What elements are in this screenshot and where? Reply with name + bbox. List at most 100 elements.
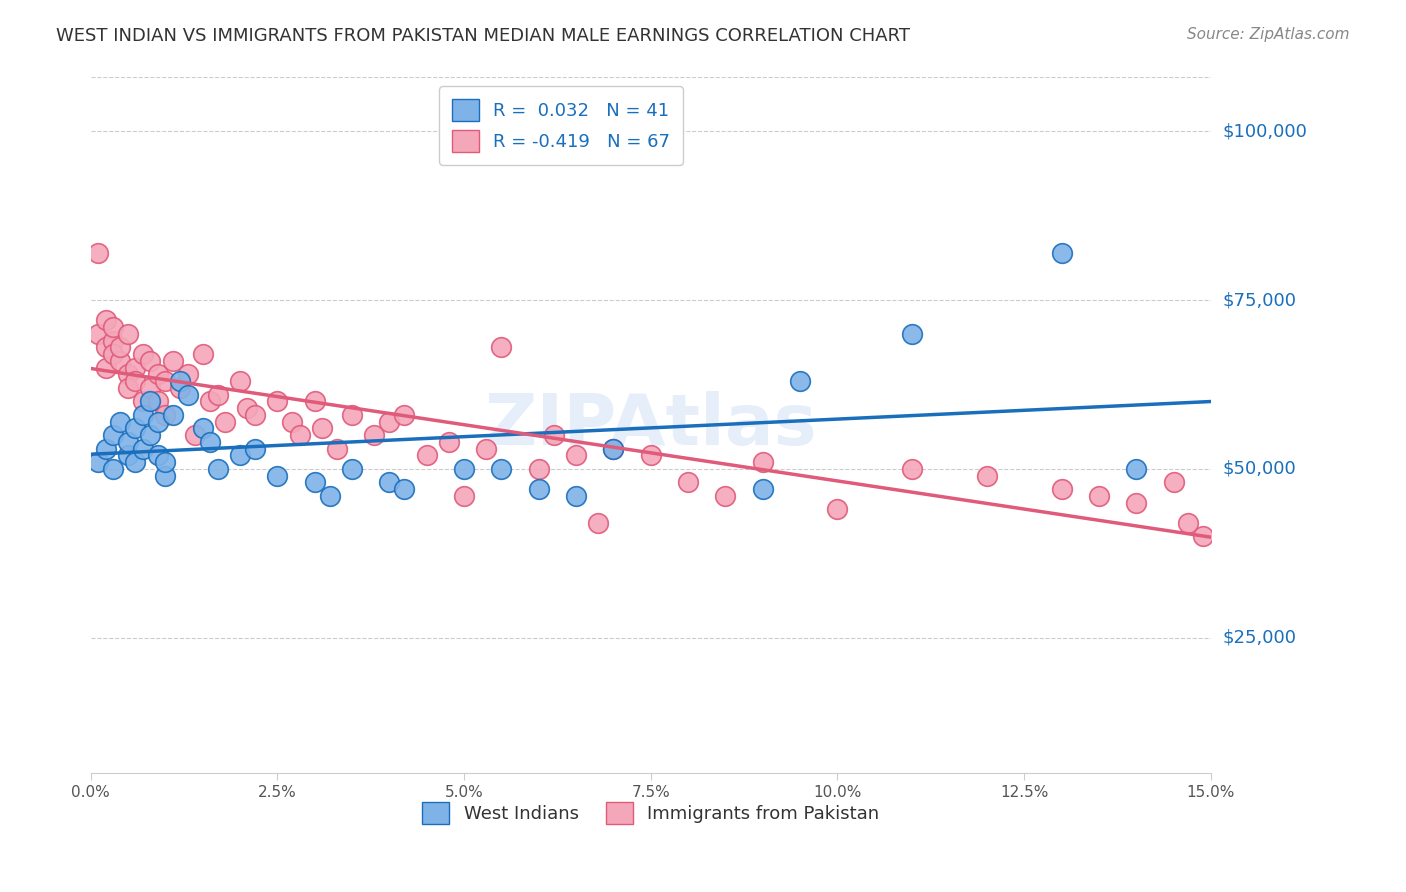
Point xyxy=(132,408,155,422)
Point xyxy=(87,326,110,341)
Point xyxy=(101,320,124,334)
Point xyxy=(1125,496,1147,510)
Point xyxy=(101,462,124,476)
Point xyxy=(266,468,288,483)
Text: $50,000: $50,000 xyxy=(1222,460,1296,478)
Point xyxy=(1050,482,1073,496)
Point xyxy=(453,462,475,476)
Point xyxy=(976,468,998,483)
Point xyxy=(229,374,252,388)
Point xyxy=(281,415,304,429)
Point xyxy=(527,462,550,476)
Point xyxy=(177,388,200,402)
Point xyxy=(198,434,221,449)
Point xyxy=(827,502,849,516)
Point xyxy=(475,442,498,456)
Point xyxy=(714,489,737,503)
Point xyxy=(146,415,169,429)
Point xyxy=(139,354,162,368)
Point xyxy=(340,408,363,422)
Point xyxy=(162,354,184,368)
Point xyxy=(565,449,588,463)
Point xyxy=(146,368,169,382)
Point xyxy=(146,449,169,463)
Point xyxy=(101,428,124,442)
Point xyxy=(1088,489,1111,503)
Point xyxy=(676,475,699,490)
Point xyxy=(340,462,363,476)
Point xyxy=(117,434,139,449)
Point xyxy=(184,428,207,442)
Point xyxy=(207,388,229,402)
Point xyxy=(146,394,169,409)
Point xyxy=(602,442,624,456)
Point xyxy=(169,381,191,395)
Point xyxy=(94,442,117,456)
Point xyxy=(901,326,924,341)
Point xyxy=(901,462,924,476)
Point xyxy=(288,428,311,442)
Point xyxy=(110,341,132,355)
Point xyxy=(304,394,326,409)
Point xyxy=(191,421,214,435)
Point xyxy=(110,354,132,368)
Point xyxy=(437,434,460,449)
Point xyxy=(1125,462,1147,476)
Point xyxy=(94,313,117,327)
Point xyxy=(139,428,162,442)
Point xyxy=(453,489,475,503)
Text: $25,000: $25,000 xyxy=(1222,629,1296,647)
Point xyxy=(124,374,146,388)
Point xyxy=(117,381,139,395)
Point xyxy=(124,455,146,469)
Point xyxy=(236,401,259,416)
Point xyxy=(752,455,775,469)
Point xyxy=(304,475,326,490)
Point xyxy=(491,462,513,476)
Point xyxy=(229,449,252,463)
Point xyxy=(101,334,124,348)
Point xyxy=(94,341,117,355)
Text: ZIPAtlas: ZIPAtlas xyxy=(485,391,817,459)
Point xyxy=(87,246,110,260)
Point xyxy=(132,442,155,456)
Point xyxy=(752,482,775,496)
Point xyxy=(588,516,610,530)
Point xyxy=(94,360,117,375)
Point xyxy=(1163,475,1185,490)
Point xyxy=(124,421,146,435)
Point xyxy=(117,326,139,341)
Point xyxy=(132,394,155,409)
Point xyxy=(1192,529,1215,543)
Point xyxy=(243,442,266,456)
Point xyxy=(789,374,811,388)
Point xyxy=(191,347,214,361)
Point xyxy=(117,449,139,463)
Point xyxy=(394,482,416,496)
Point xyxy=(326,442,349,456)
Point xyxy=(394,408,416,422)
Point xyxy=(139,381,162,395)
Point xyxy=(139,394,162,409)
Point xyxy=(640,449,662,463)
Point xyxy=(527,482,550,496)
Point xyxy=(155,455,177,469)
Point xyxy=(87,455,110,469)
Point xyxy=(155,408,177,422)
Point xyxy=(318,489,340,503)
Point xyxy=(1050,246,1073,260)
Text: Source: ZipAtlas.com: Source: ZipAtlas.com xyxy=(1187,27,1350,42)
Point xyxy=(132,347,155,361)
Point xyxy=(162,408,184,422)
Point xyxy=(117,368,139,382)
Point xyxy=(124,360,146,375)
Text: $75,000: $75,000 xyxy=(1222,291,1296,310)
Point xyxy=(415,449,437,463)
Point xyxy=(177,368,200,382)
Point xyxy=(1177,516,1199,530)
Point xyxy=(110,415,132,429)
Point xyxy=(378,475,401,490)
Point xyxy=(311,421,333,435)
Text: $100,000: $100,000 xyxy=(1222,122,1308,140)
Point xyxy=(378,415,401,429)
